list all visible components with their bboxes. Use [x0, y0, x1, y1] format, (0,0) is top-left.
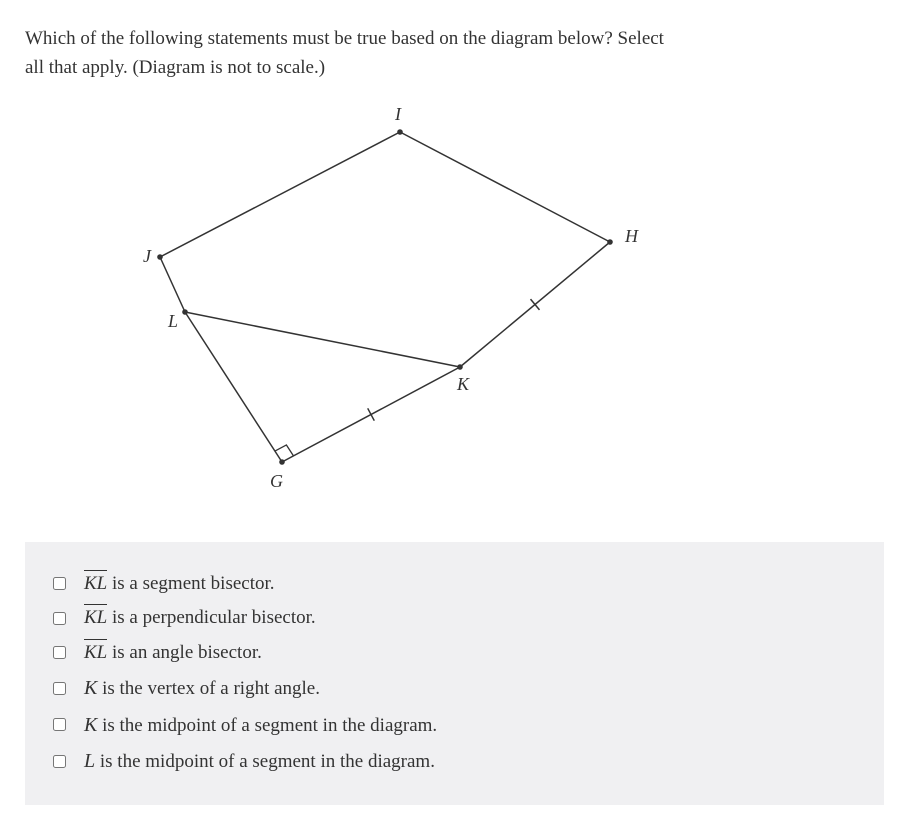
answer-label-4: K is the midpoint of a segment in the di…: [84, 710, 437, 741]
segment-notation: KL: [84, 639, 107, 668]
question-text: Which of the following statements must b…: [25, 25, 884, 82]
answer-text: is a segment bisector.: [107, 573, 274, 594]
answer-label-0: KL is a segment bisector.: [84, 570, 275, 599]
geometry-diagram: I H J L K G: [85, 102, 884, 512]
svg-text:K: K: [456, 374, 470, 394]
answer-text: is an angle bisector.: [107, 642, 262, 663]
answer-text: is the midpoint of a segment in the diag…: [97, 715, 437, 736]
svg-text:H: H: [624, 226, 639, 246]
svg-text:J: J: [143, 246, 152, 266]
answer-text: is a perpendicular bisector.: [107, 607, 315, 628]
answer-text: is the midpoint of a segment in the diag…: [95, 751, 435, 772]
answer-checkbox-1[interactable]: [53, 612, 66, 625]
answer-label-1: KL is a perpendicular bisector.: [84, 604, 316, 633]
answer-row-5: L is the midpoint of a segment in the di…: [53, 746, 856, 777]
answer-checkbox-2[interactable]: [53, 646, 66, 659]
variable-notation: K: [84, 677, 97, 699]
answer-label-3: K is the vertex of a right angle.: [84, 673, 320, 704]
variable-notation: K: [84, 714, 97, 736]
answer-checkbox-4[interactable]: [53, 718, 66, 731]
question-line2: all that apply. (Diagram is not to scale…: [25, 57, 325, 78]
answer-row-1: KL is a perpendicular bisector.: [53, 604, 856, 633]
answer-checkbox-0[interactable]: [53, 577, 66, 590]
diagram-svg: I H J L K G: [85, 102, 645, 502]
answer-row-4: K is the midpoint of a segment in the di…: [53, 710, 856, 741]
answer-checkbox-3[interactable]: [53, 682, 66, 695]
answer-label-2: KL is an angle bisector.: [84, 639, 262, 668]
svg-text:G: G: [270, 471, 283, 491]
segment-notation: KL: [84, 604, 107, 633]
answers-panel: KL is a segment bisector.KL is a perpend…: [25, 542, 884, 805]
question-line1: Which of the following statements must b…: [25, 28, 664, 49]
svg-text:I: I: [394, 104, 402, 124]
answer-row-3: K is the vertex of a right angle.: [53, 673, 856, 704]
svg-text:L: L: [167, 311, 178, 331]
variable-notation: L: [84, 750, 95, 772]
answer-row-2: KL is an angle bisector.: [53, 639, 856, 668]
answer-checkbox-5[interactable]: [53, 755, 66, 768]
segment-notation: KL: [84, 570, 107, 599]
answer-row-0: KL is a segment bisector.: [53, 570, 856, 599]
answer-label-5: L is the midpoint of a segment in the di…: [84, 746, 435, 777]
answer-text: is the vertex of a right angle.: [97, 678, 320, 699]
